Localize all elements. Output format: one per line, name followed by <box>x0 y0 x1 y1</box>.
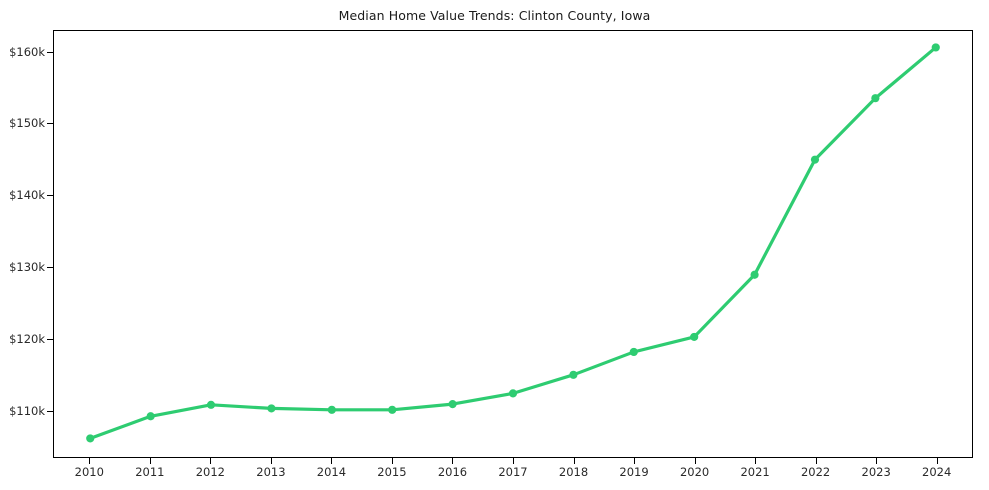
x-axis-tick-mark <box>513 458 514 464</box>
x-axis-tick-mark <box>89 458 91 464</box>
line-series-svg <box>86 43 940 443</box>
chart-title: Median Home Value Trends: Clinton County… <box>338 8 651 23</box>
data-point-marker <box>206 400 216 409</box>
x-axis-tick-mark <box>391 458 393 464</box>
x-axis-tick-label: 2020 <box>679 465 710 479</box>
data-point-marker <box>86 434 95 443</box>
y-axis-tick-label: $110k <box>9 403 45 418</box>
x-axis-tick-label: 2022 <box>800 465 831 479</box>
x-axis-tick-label: 2015 <box>377 465 407 479</box>
data-point-marker <box>871 94 880 103</box>
data-point-marker <box>750 270 759 279</box>
data-point-marker <box>448 400 457 409</box>
x-axis-tick-label: 2013 <box>256 465 286 479</box>
data-point-marker <box>629 347 638 357</box>
x-axis-tick-mark <box>755 458 757 464</box>
y-axis-tick-label: $150k <box>9 116 45 131</box>
x-axis-tick-label: 2019 <box>619 465 649 479</box>
x-axis-tick-mark <box>210 458 212 464</box>
x-axis-tick-mark <box>149 458 151 464</box>
plot-area <box>53 30 973 458</box>
x-axis-tick-label: 2024 <box>922 465 952 479</box>
x-axis-tick-label: 2018 <box>558 465 589 479</box>
x-axis-tick-label: 2011 <box>135 465 165 479</box>
x-axis-tick-label: 2010 <box>74 465 104 479</box>
x-axis-tick-label: 2014 <box>316 465 347 479</box>
x-axis-tick-mark <box>331 458 333 464</box>
data-point-marker <box>690 332 699 342</box>
x-axis-tick-label: 2012 <box>195 465 225 479</box>
median-home-value-markers <box>86 43 940 443</box>
data-point-marker <box>267 404 276 413</box>
x-axis-tick-label: 2016 <box>437 465 468 479</box>
x-axis-tick-mark <box>452 458 454 464</box>
y-axis-tick-labels: $110k $120k $130k $140k $150k $160k <box>0 0 45 490</box>
data-point-marker <box>327 405 336 414</box>
x-axis-tick-mark <box>876 458 878 464</box>
data-point-marker <box>146 412 155 421</box>
y-axis-tick-label: $130k <box>9 259 45 274</box>
y-axis-tick-label: $140k <box>9 188 45 203</box>
data-point-marker <box>388 405 397 414</box>
data-point-marker <box>810 155 820 164</box>
x-axis-tick-label: 2017 <box>498 465 528 479</box>
x-axis-tick-mark <box>936 458 938 464</box>
median-home-value-line <box>88 45 938 441</box>
data-point-marker <box>569 370 578 379</box>
data-point-marker <box>508 389 518 398</box>
x-axis-tick-mark <box>815 458 817 464</box>
x-axis-tick-mark <box>573 458 575 464</box>
x-axis-tick-mark <box>694 458 696 464</box>
y-axis-tick-label: $160k <box>9 44 45 59</box>
y-axis-tick-label: $120k <box>9 331 45 346</box>
x-axis-tick-label: 2021 <box>740 465 770 479</box>
x-axis-tick-mark <box>270 458 272 464</box>
x-axis-tick-mark <box>634 458 636 464</box>
data-point-marker <box>931 43 940 52</box>
x-axis-tick-label: 2023 <box>861 465 891 479</box>
